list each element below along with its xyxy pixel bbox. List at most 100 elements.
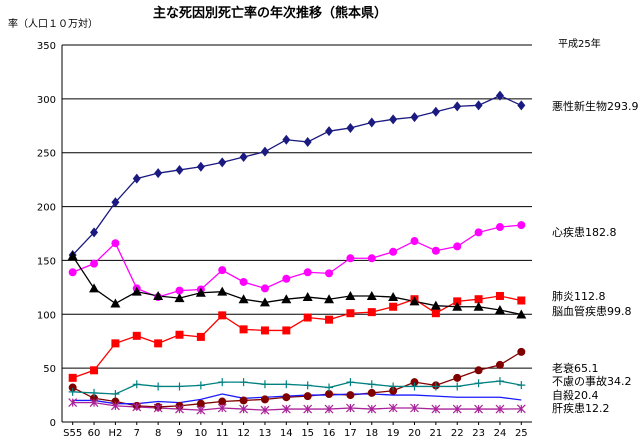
marker-0-10: [282, 134, 291, 145]
marker-7-2: [110, 401, 120, 411]
marker-5-2: [111, 389, 120, 398]
marker-7-11: [303, 404, 313, 414]
marker-3-9: [259, 297, 270, 307]
marker-5-6: [196, 381, 205, 390]
marker-2-0: [68, 373, 77, 382]
marker-7-8: [239, 404, 249, 414]
y-tick-label-0: 0: [50, 418, 56, 429]
marker-4-13: [346, 391, 355, 400]
series-label-5: 不慮の事故34.2: [552, 374, 632, 388]
marker-7-21: [516, 404, 526, 414]
marker-1-5: [175, 286, 184, 295]
marker-1-7: [218, 266, 227, 275]
marker-1-21: [517, 221, 526, 230]
y-tick-labels: 0 50 100 150 200 250 300 350: [37, 41, 56, 429]
x-tick-label-20: 24: [494, 428, 507, 439]
marker-7-14: [367, 404, 377, 414]
series-label-0: 悪性新生物293.9: [552, 99, 639, 113]
marker-3-13: [345, 290, 356, 300]
marker-5-15: [389, 382, 398, 391]
marker-2-21: [517, 296, 526, 305]
marker-1-8: [239, 277, 248, 286]
x-tick-label-2: H2: [108, 428, 122, 439]
marker-5-14: [367, 380, 376, 389]
marker-3-12: [324, 294, 335, 304]
y-axis-label: 率（人口１０万対）: [8, 17, 98, 30]
marker-3-10: [281, 294, 292, 304]
marker-4-10: [282, 393, 291, 402]
marker-7-15: [388, 403, 398, 413]
gridlines: [62, 44, 532, 369]
marker-2-1: [90, 366, 99, 375]
marker-7-9: [260, 405, 270, 415]
marker-2-18: [453, 297, 462, 306]
marker-0-7: [218, 157, 227, 168]
marker-4-6: [196, 399, 205, 408]
x-tick-label-14: 18: [365, 428, 378, 439]
marker-4-16: [410, 378, 419, 387]
marker-2-13: [346, 309, 355, 318]
marker-3-21: [516, 309, 527, 319]
marker-4-7: [218, 397, 227, 406]
marker-4-9: [260, 395, 269, 404]
marker-1-13: [346, 254, 355, 263]
marker-5-21: [517, 381, 526, 390]
marker-4-8: [239, 396, 248, 405]
y-tick-label-300: 300: [37, 95, 56, 106]
marker-1-14: [367, 254, 376, 263]
marker-3-19: [473, 301, 484, 311]
series-line-3: [72, 255, 522, 316]
marker-5-16: [410, 382, 419, 391]
series-line-4: [72, 351, 522, 408]
series-label-4: 老衰65.1: [552, 361, 599, 375]
x-tick-label-9: 13: [259, 428, 272, 439]
marker-7-19: [474, 404, 484, 414]
series-label-3: 脳血管疾患99.8: [552, 304, 632, 318]
marker-1-20: [495, 223, 504, 232]
marker-0-20: [495, 90, 504, 101]
marker-3-16: [409, 296, 420, 306]
marker-4-12: [325, 389, 334, 398]
x-tick-label-3: 7: [134, 428, 140, 439]
x-tick-label-0: S55: [63, 428, 82, 439]
series-line-0: [72, 94, 522, 256]
y-tick-label-100: 100: [37, 310, 56, 321]
marker-7-12: [324, 404, 334, 414]
marker-4-21: [517, 347, 526, 356]
marker-5-0: [68, 387, 77, 396]
marker-4-15: [389, 386, 398, 395]
x-tick-label-11: 15: [301, 428, 314, 439]
marker-3-18: [452, 301, 463, 311]
marker-1-19: [474, 228, 483, 237]
marker-2-19: [474, 295, 483, 304]
x-tick-label-18: 22: [451, 428, 464, 439]
marker-3-11: [302, 292, 313, 302]
marker-3-1: [89, 283, 100, 293]
y-tick-label-150: 150: [37, 256, 56, 267]
marker-3-7: [217, 286, 228, 296]
marker-0-19: [474, 100, 483, 111]
marker-4-14: [367, 388, 376, 397]
marker-0-1: [90, 227, 99, 238]
marker-5-12: [325, 383, 334, 392]
marker-0-3: [132, 173, 141, 184]
x-tick-label-16: 20: [408, 428, 421, 439]
series-line-6: [72, 393, 522, 405]
marker-0-2: [111, 197, 120, 208]
marker-2-3: [132, 331, 141, 340]
marker-1-15: [389, 247, 398, 256]
marker-5-8: [239, 378, 248, 387]
year-note: 平成25年: [558, 37, 601, 50]
marker-4-0: [68, 383, 77, 392]
marker-5-9: [260, 380, 269, 389]
marker-5-13: [346, 378, 355, 387]
marker-3-4: [153, 290, 164, 300]
x-tick-label-13: 17: [344, 428, 357, 439]
series-markers: [67, 90, 527, 415]
marker-5-1: [90, 388, 99, 397]
marker-7-10: [281, 404, 291, 414]
marker-5-18: [453, 382, 462, 391]
marker-0-8: [239, 152, 248, 163]
marker-1-0: [68, 268, 77, 277]
